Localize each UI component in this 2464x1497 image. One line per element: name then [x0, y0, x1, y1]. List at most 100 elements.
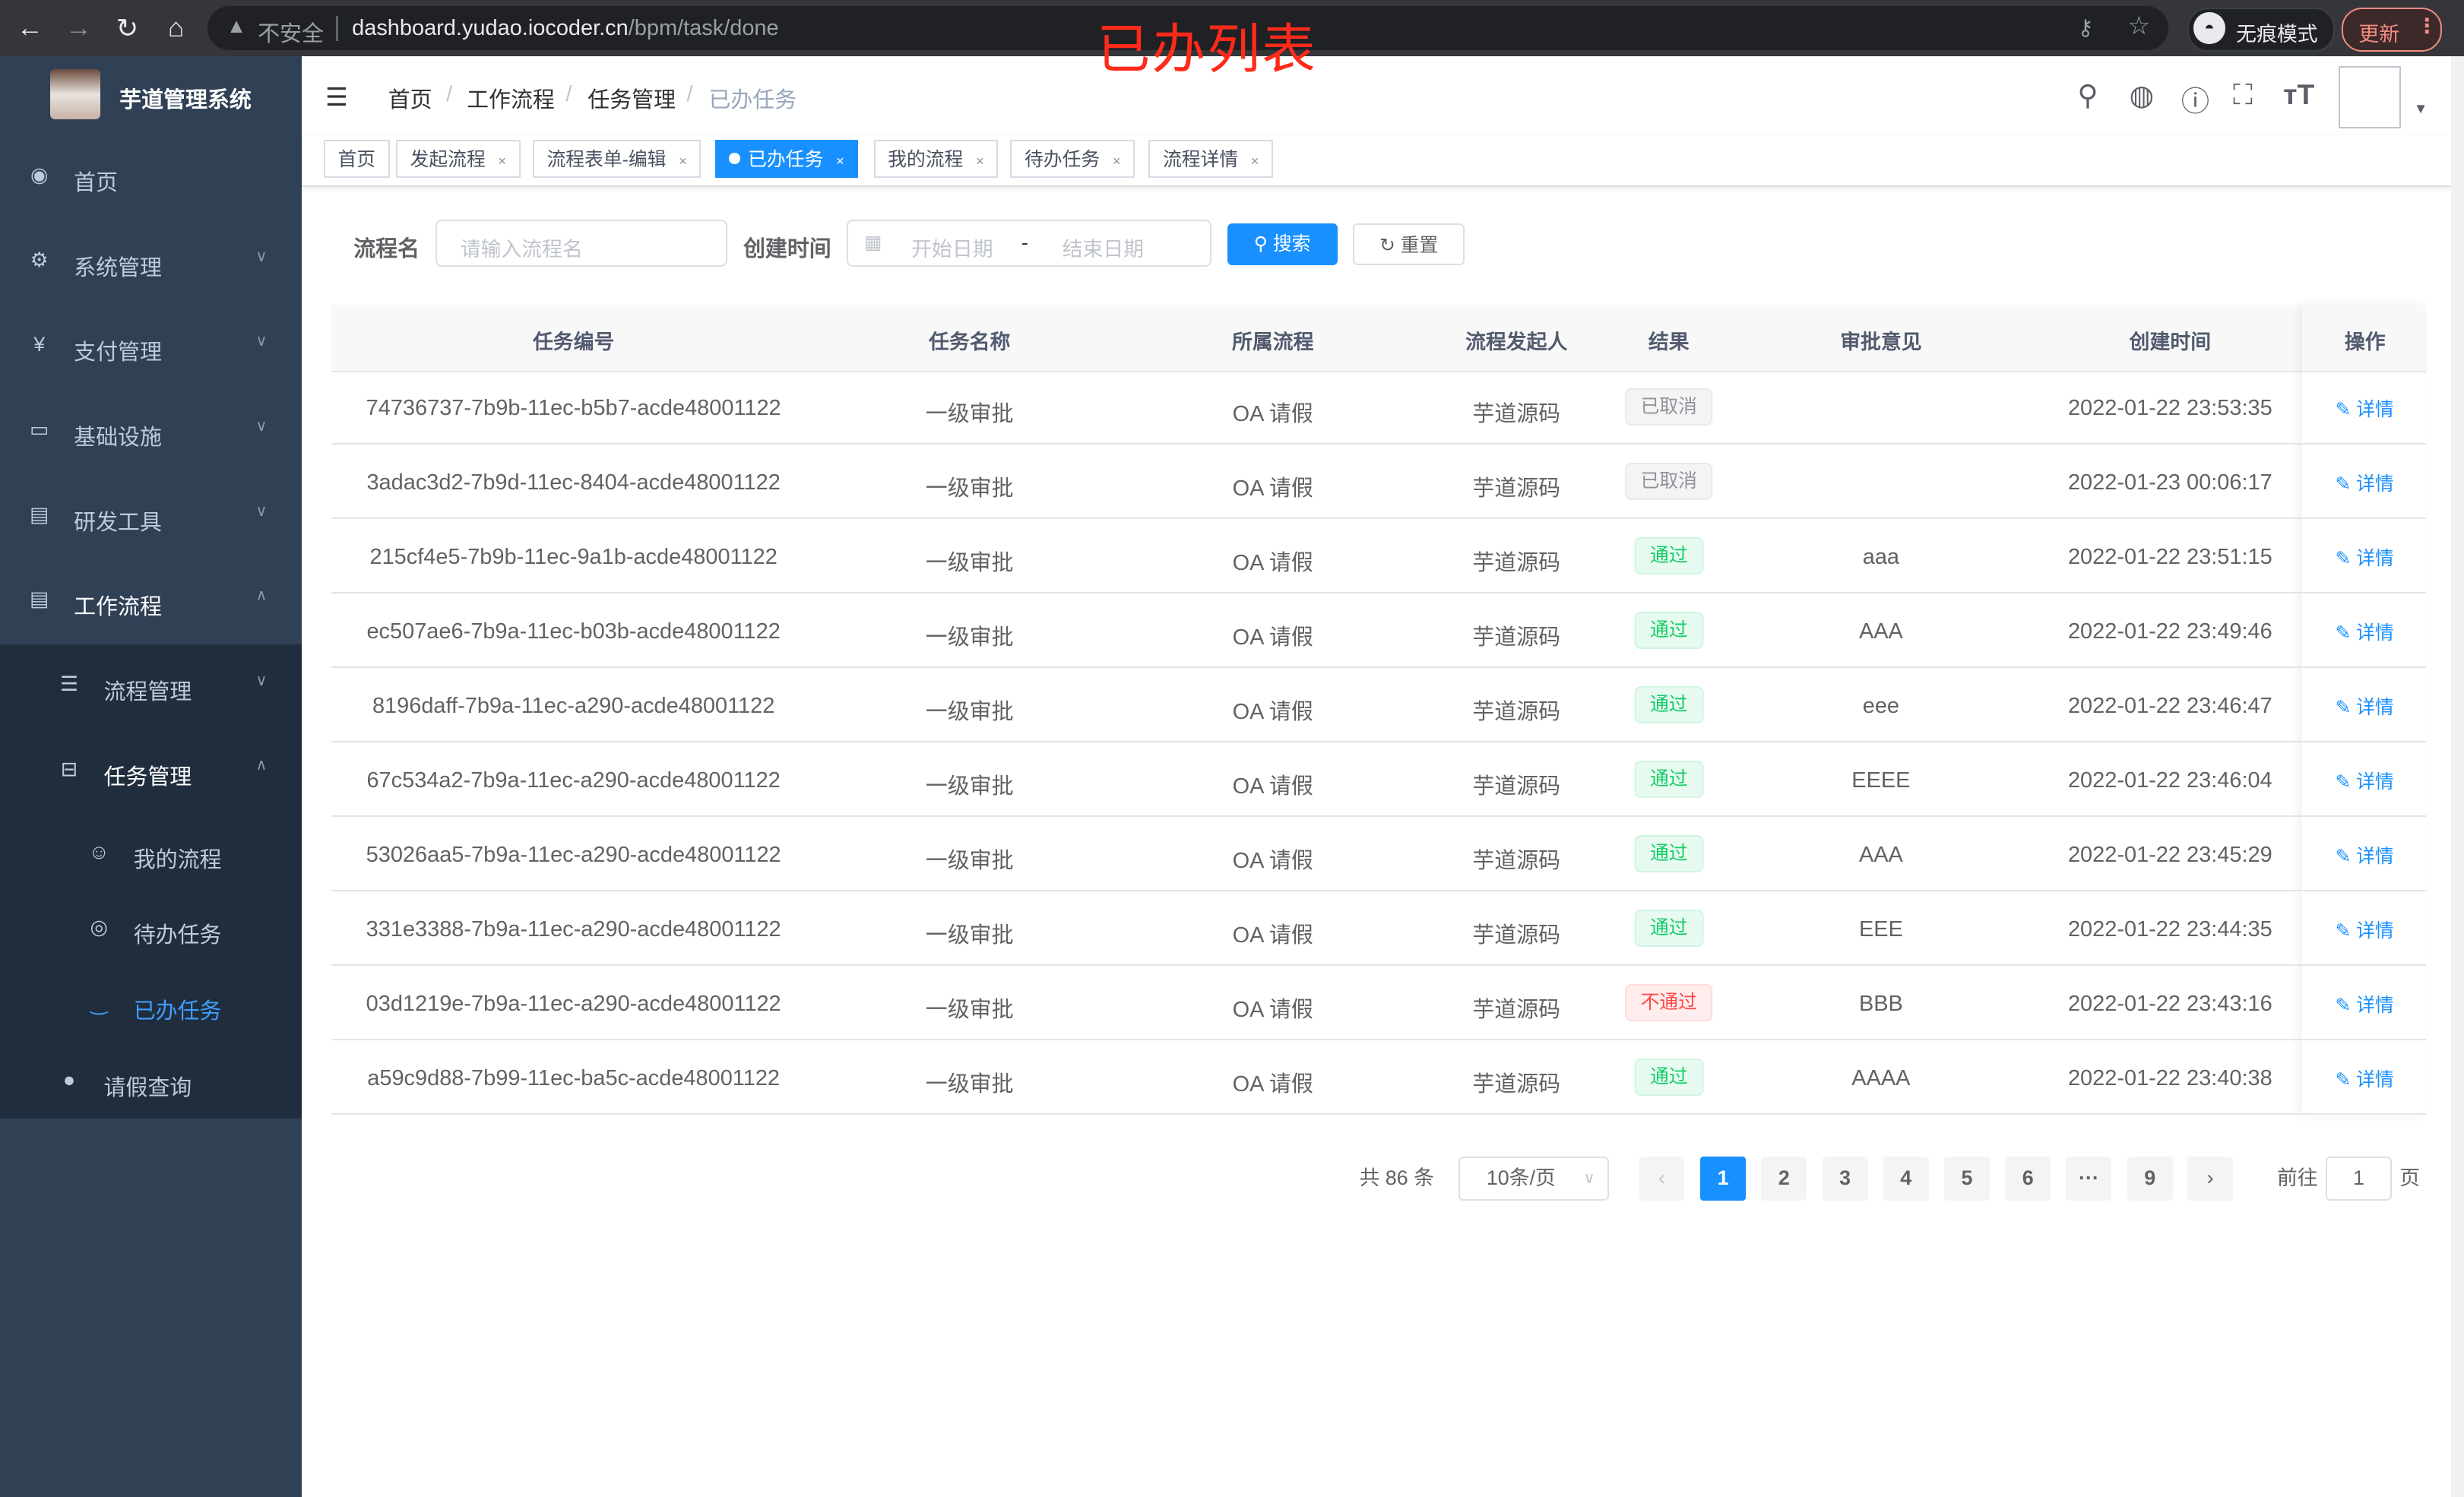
scrollbar[interactable] — [2451, 56, 2464, 1497]
sidebar-item-my-process[interactable]: ☺ 我的流程 — [0, 817, 302, 892]
tab-home[interactable]: 首页 — [323, 140, 390, 178]
goto-page-input[interactable]: 1 — [2326, 1156, 2392, 1201]
close-icon[interactable]: × — [975, 153, 984, 169]
detail-button[interactable]: ✎ 详情 — [2335, 543, 2393, 571]
breadcrumb-task[interactable]: 任务管理 — [587, 87, 676, 112]
detail-button[interactable]: ✎ 详情 — [2335, 916, 2393, 943]
help-icon[interactable]: ⓘ — [2181, 85, 2210, 118]
create-time-label: 创建时间 — [743, 236, 831, 261]
page-button[interactable]: 1 — [1700, 1156, 1747, 1201]
edit-icon: ✎ — [2335, 846, 2357, 867]
sidebar-item-leave[interactable]: ● 请假查询 — [0, 1040, 302, 1125]
start-date-input[interactable]: 开始日期 — [911, 237, 993, 261]
sidebar-item-done[interactable]: ‿ 已办任务 — [0, 968, 302, 1043]
detail-button[interactable]: ✎ 详情 — [2335, 990, 2393, 1018]
sidebar-item-process-manage[interactable]: ☰ 流程管理 ∨ — [0, 644, 302, 730]
sidebar-item-infra[interactable]: ▭ 基础设施 ∨ — [0, 390, 302, 475]
sidebar-item-label: 基础设施 — [74, 426, 162, 451]
end-date-input[interactable]: 结束日期 — [1062, 237, 1145, 261]
incognito-badge[interactable]: ◓ 无痕模式 — [2187, 8, 2336, 52]
cell-starter: 芋道源码 — [1472, 774, 1561, 799]
sidebar-item-system[interactable]: ⚙ 系统管理 ∨ — [0, 220, 302, 305]
reload-icon[interactable]: ↻ — [116, 13, 139, 43]
tab-todo[interactable]: 待办任务 × — [1010, 140, 1135, 178]
page-button[interactable]: 5 — [1944, 1156, 1990, 1201]
fullscreen-icon[interactable]: ⛶ — [2233, 78, 2253, 111]
search-icon[interactable]: ⚲ — [2077, 79, 2098, 112]
chevron-down-icon: ∨ — [255, 332, 268, 350]
page-button[interactable]: 3 — [1822, 1156, 1868, 1201]
detail-button[interactable]: ✎ 详情 — [2335, 767, 2393, 794]
incognito-icon: ◓ — [2193, 12, 2225, 44]
tab-process-detail[interactable]: 流程详情 × — [1148, 140, 1274, 178]
edit-icon: ✎ — [2335, 622, 2357, 644]
detail-button[interactable]: ✎ 详情 — [2335, 618, 2393, 645]
submenu-background — [0, 644, 302, 1119]
page-button[interactable]: 2 — [1761, 1156, 1807, 1201]
search-button[interactable]: ⚲ 搜索 — [1227, 223, 1338, 266]
date-range-picker[interactable]: ▦ 开始日期 - 结束日期 — [847, 220, 1212, 267]
close-icon[interactable]: × — [679, 153, 687, 169]
sidebar-item-todo[interactable]: ◎ 待办任务 — [0, 892, 302, 967]
chevron-down-icon: ∨ — [255, 247, 268, 265]
tab-done-tasks[interactable]: 已办任务 × — [714, 140, 859, 178]
col-starter: 流程发起人 — [1465, 330, 1568, 353]
close-icon[interactable]: × — [1112, 153, 1121, 169]
detail-button[interactable]: ✎ 详情 — [2335, 841, 2393, 869]
cell-task-id: 331e3388-7b9a-11ec-a290-acde48001122 — [366, 917, 781, 942]
page-button[interactable]: 4 — [1883, 1156, 1929, 1201]
font-size-icon[interactable]: ᴛT — [2283, 78, 2315, 111]
url-text[interactable]: dashboard.yudao.iocoder.cn/bpm/task/done — [352, 16, 778, 41]
page-size-select[interactable]: 10条/页 ∨ — [1458, 1156, 1610, 1201]
status-badge: 通过 — [1634, 760, 1704, 799]
key-icon[interactable]: ⚷ — [2077, 15, 2094, 40]
close-icon[interactable]: × — [498, 153, 507, 169]
col-create-time: 创建时间 — [2129, 330, 2212, 353]
breadcrumb-workflow[interactable]: 工作流程 — [467, 87, 555, 112]
annotation-title: 已办列表 — [1097, 19, 1317, 80]
caret-down-icon[interactable]: ▼ — [2413, 100, 2428, 117]
detail-button[interactable]: ✎ 详情 — [2335, 1065, 2393, 1092]
sidebar-item-task-manage[interactable]: ⊟ 任务管理 ∧ — [0, 729, 302, 814]
table-row: 67c534a2-7b9a-11ec-a290-acde48001122 一级审批… — [331, 743, 2427, 818]
forward-icon[interactable]: → — [65, 12, 92, 43]
next-page-button[interactable]: › — [2187, 1156, 2234, 1201]
table-row: 331e3388-7b9a-11ec-a290-acde48001122 一级审批… — [331, 892, 2427, 967]
chevron-down-icon: ∨ — [1583, 1169, 1595, 1187]
github-icon[interactable]: ◍ — [2129, 79, 2155, 112]
hamburger-icon[interactable]: ☰ — [325, 83, 348, 112]
tab-label: 已办任务 — [748, 150, 824, 171]
detail-button[interactable]: ✎ 详情 — [2335, 394, 2393, 422]
address-bar[interactable]: ▲ 不安全 dashboard.yudao.iocoder.cn/bpm/tas… — [207, 6, 2169, 51]
tab-start-process[interactable]: 发起流程 × — [396, 140, 521, 178]
prev-page-button[interactable]: ‹ — [1639, 1156, 1685, 1201]
cell-create-time: 2022-01-22 23:45:29 — [2067, 843, 2272, 868]
page-button[interactable]: 9 — [2127, 1156, 2173, 1201]
sidebar-item-workflow[interactable]: ▤ 工作流程 ∧ — [0, 559, 302, 644]
page-button[interactable]: ··· — [2066, 1156, 2112, 1201]
tab-my-process[interactable]: 我的流程 × — [873, 140, 999, 178]
sidebar-item-pay[interactable]: ¥ 支付管理 ∨ — [0, 305, 302, 390]
close-icon[interactable]: × — [1250, 153, 1259, 169]
sidebar-item-home[interactable]: ◉ 首页 — [0, 135, 302, 220]
sidebar-item-devtools[interactable]: ▤ 研发工具 ∨ — [0, 474, 302, 559]
close-icon[interactable]: × — [835, 153, 844, 169]
detail-button[interactable]: ✎ 详情 — [2335, 692, 2393, 720]
star-icon[interactable]: ☆ — [2127, 12, 2151, 41]
status-badge: 通过 — [1634, 685, 1704, 724]
process-name-input[interactable]: 请输入流程名 — [435, 220, 728, 267]
eye-icon: ◎ — [90, 916, 108, 939]
sidebar-item-label: 首页 — [74, 171, 119, 196]
reset-button[interactable]: ↻ 重置 — [1353, 223, 1465, 266]
tab-form-edit[interactable]: 流程表单-编辑 × — [532, 140, 702, 178]
tab-label: 发起流程 — [410, 150, 486, 171]
page-button[interactable]: 6 — [2005, 1156, 2051, 1201]
update-button[interactable]: 更新 ⋮ — [2341, 8, 2442, 52]
back-icon[interactable]: ← — [16, 12, 43, 43]
detail-button[interactable]: ✎ 详情 — [2335, 469, 2393, 496]
cell-process: OA 请假 — [1232, 998, 1313, 1023]
avatar[interactable] — [2338, 65, 2402, 129]
breadcrumb-home[interactable]: 首页 — [388, 87, 432, 112]
home-icon[interactable]: ⌂ — [167, 12, 185, 43]
more-icon: ⋮ — [2416, 14, 2437, 37]
